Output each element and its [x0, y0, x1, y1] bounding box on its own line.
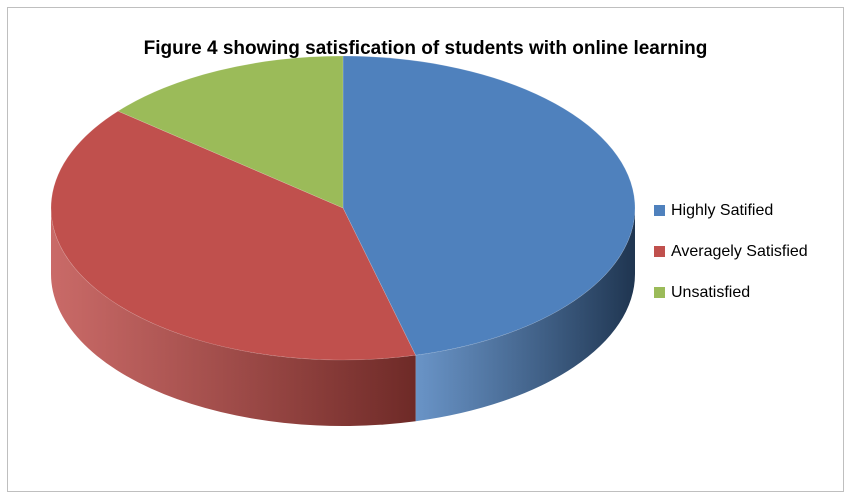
legend-item-highly-satisfied: Highly Satified — [654, 197, 808, 224]
legend-label-unsatisfied: Unsatisfied — [671, 283, 751, 301]
legend-item-averagely-satisfied: Averagely Satisfied — [654, 238, 808, 265]
legend-label-highly-satisfied: Highly Satified — [671, 201, 774, 219]
pie-side-highly-satified — [415, 208, 635, 422]
pie-slice-highly-satified — [342, 55, 636, 356]
chart-legend: Highly Satified Averagely Satisfied Unsa… — [654, 197, 808, 320]
legend-swatch-highly-satisfied — [654, 205, 665, 216]
pie-slice-unsatisfied — [117, 55, 344, 209]
chart-title: Figure 4 showing satisfication of studen… — [143, 38, 708, 59]
pie-slice-averagely-satisfied — [50, 110, 417, 361]
legend-label-averagely-satisfied: Averagely Satisfied — [671, 242, 808, 260]
legend-item-unsatisfied: Unsatisfied — [654, 279, 808, 306]
legend-swatch-unsatisfied — [654, 287, 665, 298]
legend-swatch-averagely-satisfied — [654, 246, 665, 257]
pie-side-averagely-satisfied — [51, 208, 416, 426]
